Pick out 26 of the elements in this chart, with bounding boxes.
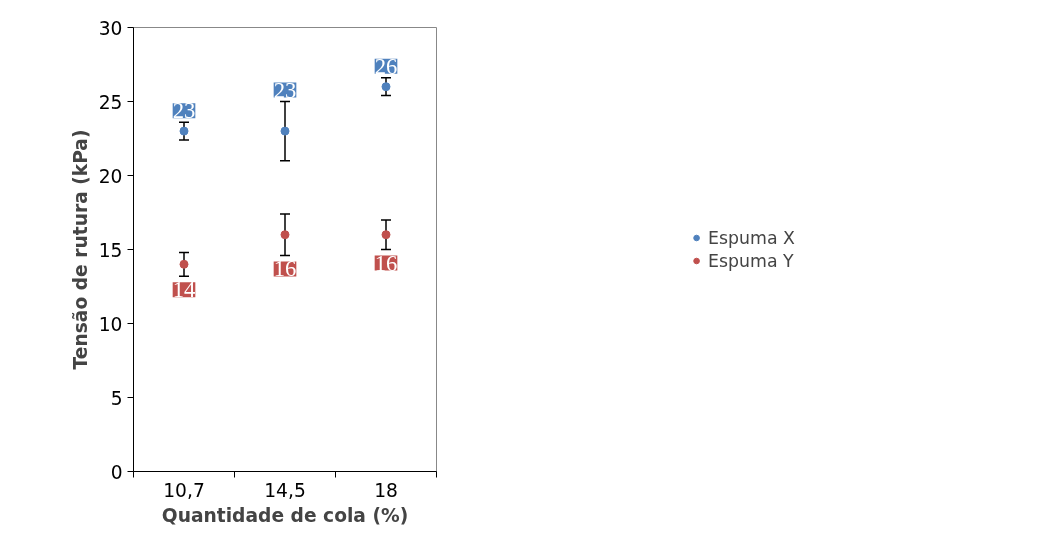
point [179,126,189,136]
point [381,230,391,240]
point [280,126,290,136]
legend-label: Espuma X [708,227,795,248]
data-label: 16 [374,250,398,276]
data-label: 26 [374,53,398,79]
y-tick-label: 10 [98,313,123,335]
data-label: 23 [273,77,297,103]
y-tick-label: 20 [98,165,123,187]
y-tick-label: 15 [98,239,123,261]
y-tick-label: 0 [110,461,123,483]
x-tick-label: 18 [374,479,398,501]
data-label: 16 [273,256,297,282]
x-tick-label: 14,5 [264,479,306,501]
y-axis-title: Tensão de rutura (kPa) [69,129,91,370]
x-axis-title: Quantidade de cola (%) [161,504,409,526]
data-label: 14 [172,277,196,303]
point [179,259,189,269]
x-tick-label: 10,7 [163,479,205,501]
y-tick-label: 30 [98,17,123,39]
point [280,230,290,240]
legend-label: Espuma Y [708,250,794,271]
y-tick-label: 25 [98,91,123,113]
point [381,82,391,92]
data-label: 23 [172,98,196,124]
y-tick-label: 5 [110,387,123,409]
